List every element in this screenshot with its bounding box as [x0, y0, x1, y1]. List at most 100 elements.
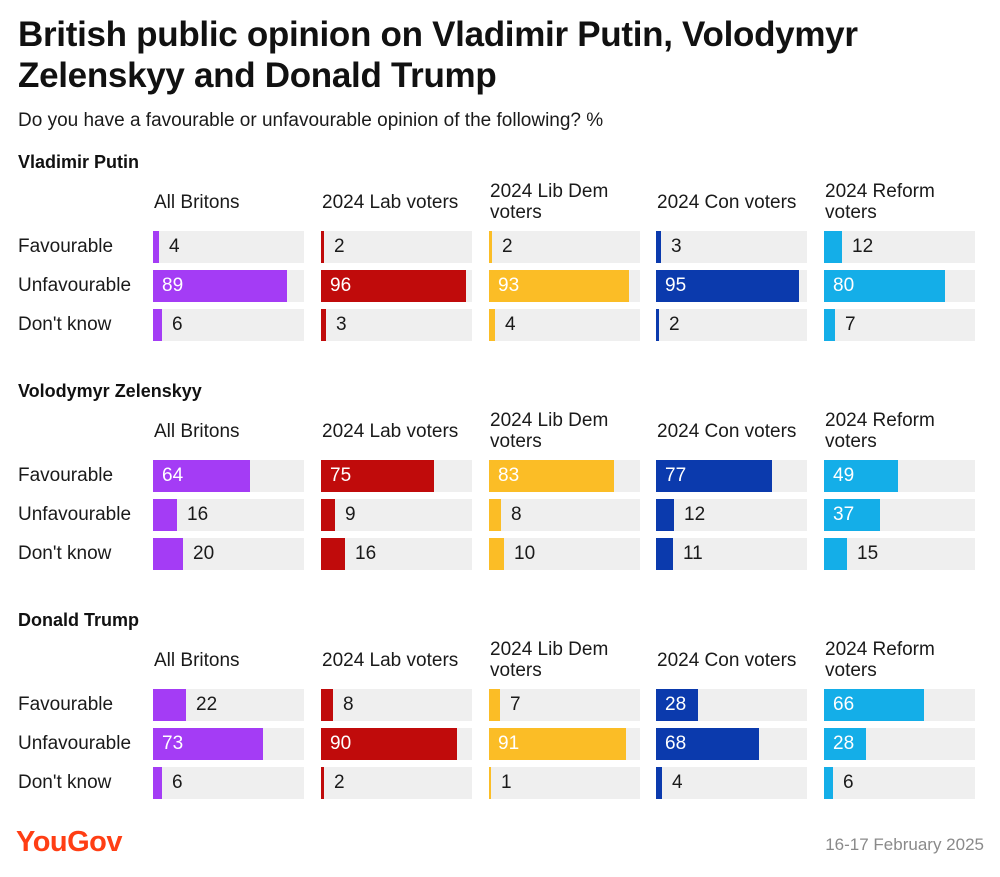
data-label: 6	[172, 314, 183, 335]
bar-track: 6	[153, 767, 304, 799]
bar-donald-trump-all-britons-unfavourable	[153, 728, 263, 760]
bar-vladimir-putin-all-britons-favourable	[153, 231, 159, 263]
bar-donald-trump-all-britons-don-t-know	[153, 767, 162, 799]
column-header-2024-lab-voters: 2024 Lab voters	[322, 649, 459, 671]
bar-track: 93	[489, 270, 640, 302]
bar-track: 22	[153, 689, 304, 721]
row-label-favourable: Favourable	[18, 694, 114, 715]
bar-track: 12	[824, 231, 975, 263]
bar-track: 16	[321, 538, 472, 570]
data-label: 66	[833, 694, 855, 715]
bar-donald-trump-2024-con-voters-don-t-know	[656, 767, 662, 799]
bar-track: 75	[321, 460, 472, 492]
bar-track: 2	[656, 309, 807, 341]
bar-track: 12	[656, 499, 807, 531]
data-label: 37	[833, 504, 855, 525]
row-label-unfavourable: Unfavourable	[18, 504, 132, 525]
bar-volodymyr-zelenskyy-2024-con-voters-favourable	[656, 460, 772, 492]
data-label: 10	[514, 543, 536, 564]
column-header-2024-con-voters: 2024 Con voters	[657, 191, 797, 213]
bar-track: 7	[824, 309, 975, 341]
row-label-don-t-know: Don't know	[18, 772, 112, 793]
data-label: 12	[852, 236, 874, 257]
bar-vladimir-putin-2024-con-voters-don-t-know	[656, 309, 659, 341]
data-label: 7	[845, 314, 856, 335]
bar-track: 2	[321, 231, 472, 263]
bar-track: 66	[824, 689, 975, 721]
data-label: 96	[330, 275, 352, 296]
bar-track: 49	[824, 460, 975, 492]
column-header-2024-lab-voters: 2024 Lab voters	[322, 420, 459, 442]
data-label: 2	[669, 314, 680, 335]
bar-track: 95	[656, 270, 807, 302]
column-header-all-britons: All Britons	[154, 191, 240, 213]
column-header-2024-reform-voters: 2024 Reform voters	[825, 639, 935, 681]
row-label-unfavourable: Unfavourable	[18, 275, 132, 296]
bar-volodymyr-zelenskyy-all-britons-unfavourable	[153, 499, 177, 531]
bar-volodymyr-zelenskyy-2024-lab-voters-don-t-know	[321, 538, 345, 570]
bar-track: 68	[656, 728, 807, 760]
bar-donald-trump-2024-lib-dem-voters-favourable	[489, 689, 500, 721]
chart-subtitle: Do you have a favourable or unfavourable…	[18, 110, 604, 131]
row-label-favourable: Favourable	[18, 465, 114, 486]
bar-vladimir-putin-2024-reform-voters-unfavourable	[824, 270, 945, 302]
bar-track: 80	[824, 270, 975, 302]
data-label: 20	[193, 543, 215, 564]
bar-track: 8	[489, 499, 640, 531]
bar-volodymyr-zelenskyy-2024-lib-dem-voters-don-t-know	[489, 538, 504, 570]
row-label-don-t-know: Don't know	[18, 314, 112, 335]
section-title-vladimir-putin: Vladimir Putin	[18, 152, 140, 172]
data-label: 12	[684, 504, 706, 525]
bar-track: 11	[656, 538, 807, 570]
bar-vladimir-putin-all-britons-don-t-know	[153, 309, 162, 341]
data-label: 2	[502, 236, 513, 257]
bar-vladimir-putin-2024-lib-dem-voters-don-t-know	[489, 309, 495, 341]
bar-track: 37	[824, 499, 975, 531]
bar-track: 2	[489, 231, 640, 263]
data-label: 91	[498, 733, 520, 754]
data-label: 15	[857, 543, 879, 564]
column-header-2024-lib-dem-voters: 2024 Lib Dem voters	[490, 639, 609, 681]
bar-volodymyr-zelenskyy-2024-con-voters-unfavourable	[656, 499, 674, 531]
data-label: 6	[172, 772, 183, 793]
bar-volodymyr-zelenskyy-2024-reform-voters-favourable	[824, 460, 898, 492]
bar-track: 28	[656, 689, 807, 721]
data-label: 49	[833, 465, 855, 486]
data-label: 77	[665, 465, 687, 486]
data-label: 28	[833, 733, 855, 754]
bar-vladimir-putin-all-britons-unfavourable	[153, 270, 287, 302]
data-label: 64	[162, 465, 184, 486]
bar-donald-trump-2024-con-voters-unfavourable	[656, 728, 759, 760]
row-label-favourable: Favourable	[18, 236, 114, 257]
column-header-2024-lab-voters: 2024 Lab voters	[322, 191, 459, 213]
bar-donald-trump-2024-reform-voters-favourable	[824, 689, 924, 721]
data-label: 2	[334, 772, 345, 793]
data-label: 16	[187, 504, 209, 525]
bar-track: 89	[153, 270, 304, 302]
bar-track: 83	[489, 460, 640, 492]
bar-vladimir-putin-2024-lib-dem-voters-unfavourable	[489, 270, 629, 302]
bar-track: 90	[321, 728, 472, 760]
bar-track: 77	[656, 460, 807, 492]
column-header-all-britons: All Britons	[154, 649, 240, 671]
bar-track: 7	[489, 689, 640, 721]
bar-track: 1	[489, 767, 640, 799]
data-label: 80	[833, 275, 855, 296]
data-label: 73	[162, 733, 184, 754]
bar-track: 64	[153, 460, 304, 492]
data-label: 2	[334, 236, 345, 257]
data-label: 6	[843, 772, 854, 793]
bar-volodymyr-zelenskyy-all-britons-don-t-know	[153, 538, 183, 570]
data-label: 1	[501, 772, 512, 793]
data-label: 3	[336, 314, 347, 335]
bar-vladimir-putin-2024-lab-voters-don-t-know	[321, 309, 326, 341]
bar-volodymyr-zelenskyy-2024-lib-dem-voters-unfavourable	[489, 499, 501, 531]
bar-track: 28	[824, 728, 975, 760]
brand-name: YouGov	[16, 826, 123, 858]
bar-volodymyr-zelenskyy-2024-lab-voters-unfavourable	[321, 499, 335, 531]
data-label: 93	[498, 275, 520, 296]
bar-donald-trump-2024-lib-dem-voters-don-t-know	[489, 767, 491, 799]
data-label: 8	[511, 504, 522, 525]
bar-vladimir-putin-2024-con-voters-favourable	[656, 231, 661, 263]
bar-volodymyr-zelenskyy-2024-reform-voters-don-t-know	[824, 538, 847, 570]
